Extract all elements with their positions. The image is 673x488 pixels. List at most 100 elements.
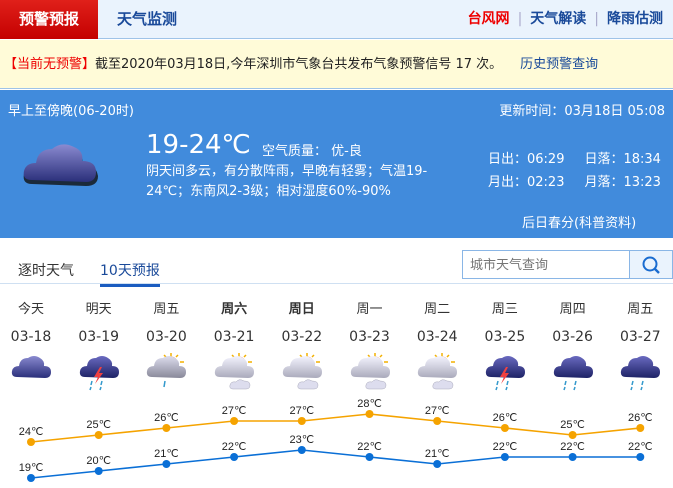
temperature-chart: 24℃ 25℃ 26℃ 27℃ 27℃ 28℃ 27℃ 26℃ 25℃ 26℃ 19℃ 20℃ 21℃ 2… [19, 398, 653, 482]
high-temp-point [500, 424, 509, 432]
forecast-day: 周日 03-22 [272, 298, 332, 395]
cloudy-icon [23, 144, 98, 186]
high-temp-point [365, 410, 374, 418]
weekday: 周三 [491, 302, 518, 317]
high-temp-label: 25℃ [86, 419, 111, 431]
forecast-day: 周五 03-20 [136, 298, 196, 395]
high-temp-line [30, 413, 641, 443]
low-temp-point [230, 453, 239, 461]
low-temp-point [636, 453, 645, 461]
forecast-tabs: 逐时天气 10天预报 [0, 238, 673, 287]
date: 03-21 [213, 329, 255, 345]
date: 03-22 [281, 329, 323, 345]
high-temp-point [94, 431, 103, 439]
weekday: 周二 [424, 302, 451, 317]
low-temp-point [27, 474, 35, 482]
low-temp-point [162, 460, 171, 468]
cloudy-icon [11, 356, 51, 378]
search-button[interactable] [630, 250, 673, 279]
history-warning-link[interactable]: 历史预警查询 [520, 57, 599, 72]
date: 03-24 [416, 329, 458, 345]
nav-typhoon[interactable]: 台风网 [467, 11, 510, 27]
period: 早上至傍晚(06-20时) [8, 104, 134, 119]
high-temp-point [162, 424, 171, 432]
high-temp-point [568, 431, 577, 439]
weekday: 周日 [288, 302, 315, 317]
low-temp-label: 22℃ [222, 441, 247, 453]
weather-description: 阴天间多云，有分散阵雨，早晚有轻雾；气温19-24℃；东南风2-3级；相对湿度6… [146, 164, 428, 199]
low-temp-point [94, 467, 103, 475]
date: 03-25 [484, 329, 526, 345]
search-icon [642, 256, 660, 274]
date: 03-27 [619, 329, 661, 345]
high-temp-point [433, 417, 442, 425]
low-temp-label: 19℃ [19, 462, 44, 474]
sunset: 日落：18:34 [584, 152, 661, 167]
rain-icon [621, 356, 661, 391]
high-temp-point [27, 438, 35, 446]
low-temp-label: 22℃ [628, 441, 653, 453]
warning-bar: 【当前无预警】截至2020年03月18日,今年深圳市气象台共发布气象预警信号 1… [0, 40, 673, 89]
weekday: 周一 [356, 302, 383, 317]
high-temp-point [297, 417, 306, 425]
forecast-day: 周三 03-25 [475, 298, 535, 395]
sun-cloud-icon [282, 353, 322, 390]
weekday: 明天 [85, 302, 112, 317]
low-temp-label: 22℃ [493, 441, 518, 453]
date: 03-20 [146, 329, 187, 345]
forecast-day: 周六 03-21 [204, 298, 264, 395]
date: 03-19 [78, 329, 120, 345]
divider: | [594, 11, 599, 27]
nav-interpret[interactable]: 天气解读 [530, 11, 587, 27]
high-temp-label: 26℃ [154, 412, 179, 424]
low-temp-label: 23℃ [290, 434, 315, 446]
low-temp-label: 20℃ [86, 455, 111, 467]
high-temp-label: 24℃ [19, 426, 44, 438]
low-temp-line [30, 449, 641, 479]
sun-cloud-icon [418, 353, 458, 390]
high-temp-label: 27℃ [290, 405, 315, 417]
city-search-input[interactable] [462, 250, 630, 279]
sun-cloud-icon [350, 353, 390, 390]
high-temp-label: 26℃ [493, 412, 518, 424]
low-temp-label: 22℃ [560, 441, 585, 453]
low-temp-point [365, 453, 374, 461]
nav-weather-monitor[interactable]: 天气监测 [117, 10, 178, 28]
weekday: 今天 [17, 302, 44, 317]
thunder-rain-icon [79, 356, 119, 391]
warning-status: 【当前无预警】 [4, 57, 96, 72]
weekday: 周五 [627, 302, 654, 317]
thunder-rain-icon [485, 356, 525, 391]
low-temp-label: 22℃ [357, 441, 382, 453]
sunrise: 日出：06:29 [488, 152, 565, 167]
moonset: 月落：13:23 [584, 175, 661, 190]
popsci-link[interactable]: 后日春分(科普资料) [522, 216, 637, 231]
divider: | [517, 11, 523, 27]
nav-rain[interactable]: 降雨估测 [607, 11, 663, 27]
nav-warning-forecast[interactable]: 预警预报 [0, 0, 98, 39]
moonrise: 月出：02:23 [488, 175, 565, 190]
temperature-range: 19-24℃ [146, 130, 251, 160]
low-temp-point [433, 460, 442, 468]
high-temp-label: 27℃ [425, 405, 450, 417]
weekday: 周五 [153, 302, 180, 317]
forecast-day: 今天 03-18 [1, 298, 61, 395]
air-quality: 空气质量： 优-良 [262, 144, 362, 159]
high-temp-label: 25℃ [560, 419, 585, 431]
tab-10day[interactable]: 10天预报 [100, 260, 160, 287]
warning-text: 截至2020年03月18日,今年深圳市气象台共发布气象预警信号 17 次。 [95, 57, 503, 72]
date: 03-23 [349, 329, 390, 345]
low-temp-label: 21℃ [154, 448, 179, 460]
update-time: 更新时间：03月18日 05:08 [499, 104, 665, 119]
high-temp-label: 28℃ [357, 398, 382, 410]
forecast-day: 周二 03-24 [407, 298, 467, 395]
today-panel: 早上至傍晚(06-20时) 更新时间：03月18日 05:08 19-24℃ 空… [0, 90, 673, 238]
rain-icon [553, 356, 593, 391]
forecast-day: 周四 03-26 [543, 298, 603, 395]
top-nav: 预警预报 天气监测 台风网 | 天气解读 | 降雨估测 [0, 0, 673, 39]
weekday: 周四 [559, 302, 586, 317]
high-temp-point [230, 417, 239, 425]
partly-cloudy-rain-icon [147, 353, 187, 388]
tab-hourly[interactable]: 逐时天气 [18, 263, 74, 279]
high-temp-point [636, 424, 645, 432]
